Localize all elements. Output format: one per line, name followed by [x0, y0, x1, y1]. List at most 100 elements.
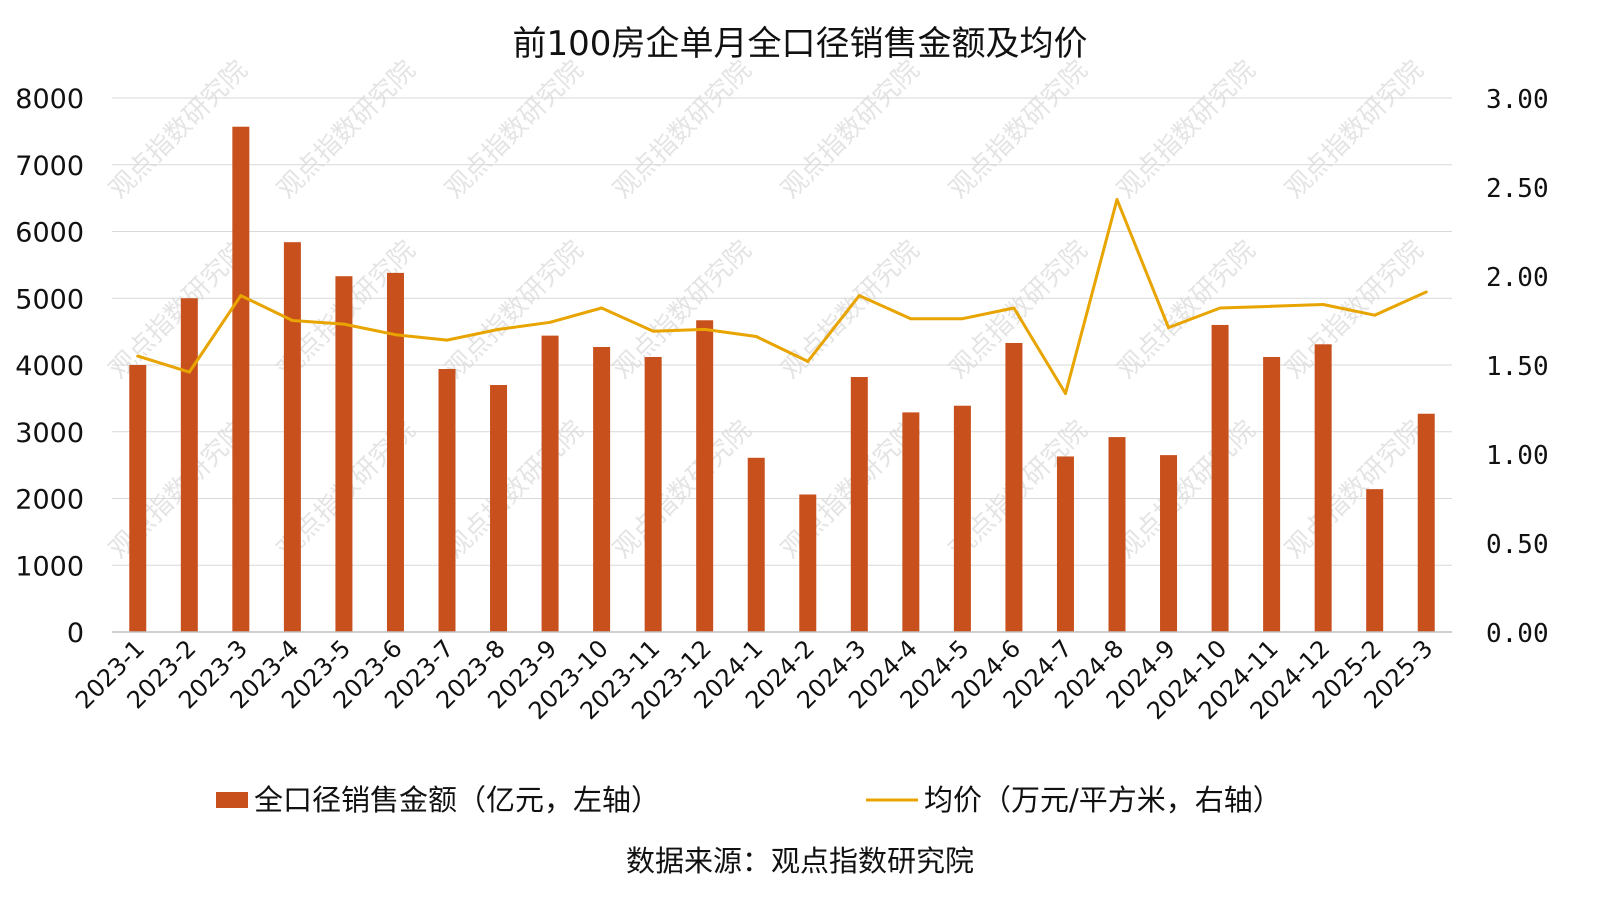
watermark-text: 观点指数研究院 — [608, 415, 758, 565]
bar-2023-1 — [129, 365, 147, 632]
avg-price-point-2024-5 — [960, 317, 964, 321]
gridlines — [112, 97, 1452, 566]
bar-2024-12 — [1314, 344, 1332, 632]
watermark-text: 观点指数研究院 — [104, 55, 254, 205]
avg-price-point-2024-4 — [909, 317, 913, 321]
bar-2023-4 — [283, 242, 301, 632]
bar-2023-12 — [696, 320, 714, 632]
bar-2023-2 — [180, 298, 198, 632]
bar-2023-6 — [386, 272, 404, 632]
left-tick-label: 0 — [67, 618, 84, 649]
bar-2024-6 — [1005, 342, 1023, 632]
avg-price-point-2023-2 — [187, 370, 191, 374]
source-note: 数据来源：观点指数研究院 — [626, 844, 974, 878]
bar-2023-8 — [490, 385, 508, 632]
avg-price-point-2025-3 — [1424, 290, 1428, 294]
left-tick-label: 4000 — [15, 351, 84, 382]
watermark-text: 观点指数研究院 — [776, 55, 926, 205]
avg-price-point-2023-10 — [600, 306, 604, 310]
left-tick-label: 6000 — [15, 218, 84, 249]
watermark-text: 观点指数研究院 — [440, 55, 590, 205]
bar-2023-10 — [593, 346, 611, 632]
bar-2024-5 — [953, 405, 971, 632]
bar-2024-2 — [799, 494, 817, 632]
watermark-text: 观点指数研究院 — [776, 235, 926, 385]
avg-price-point-2024-9 — [1167, 326, 1171, 330]
avg-price-point-2024-10 — [1218, 306, 1222, 310]
watermark-text: 观点指数研究院 — [1112, 55, 1262, 205]
line-series — [136, 197, 1428, 395]
right-tick-label: 2.00 — [1486, 263, 1549, 293]
legend: 全口径销售金额（亿元，左轴） 均价（万元/平方米，右轴） — [216, 783, 1282, 817]
watermark-text: 观点指数研究院 — [608, 55, 758, 205]
avg-price-point-2023-5 — [342, 322, 346, 326]
watermark-text: 观点指数研究院 — [1280, 415, 1430, 565]
x-axis-ticks: 2023-12023-22023-32023-42023-52023-62023… — [70, 634, 1438, 725]
avg-price-point-2024-6 — [1012, 306, 1016, 310]
avg-price-point-2024-7 — [1063, 391, 1067, 395]
chart-title: 前100房企单月全口径销售金额及均价 — [513, 24, 1088, 64]
avg-price-point-2023-12 — [703, 327, 707, 331]
watermark-text: 观点指数研究院 — [1112, 235, 1262, 385]
bar-2024-4 — [902, 412, 920, 632]
left-tick-label: 5000 — [15, 284, 84, 315]
avg-price-point-2024-11 — [1270, 304, 1274, 308]
legend-bar-label: 全口径销售金额（亿元，左轴） — [254, 783, 660, 817]
right-tick-label: 0.00 — [1486, 619, 1549, 649]
left-tick-label: 7000 — [15, 151, 84, 182]
right-tick-label: 0.50 — [1486, 530, 1549, 560]
left-tick-label: 3000 — [15, 418, 84, 449]
legend-line-label: 均价（万元/平方米，右轴） — [924, 783, 1282, 817]
watermark-text: 观点指数研究院 — [272, 55, 422, 205]
left-tick-label: 1000 — [15, 551, 84, 582]
avg-price-point-2023-4 — [290, 319, 294, 322]
right-tick-label: 1.00 — [1486, 441, 1549, 471]
right-tick-label: 3.00 — [1486, 85, 1549, 115]
avg-price-point-2023-1 — [136, 354, 140, 358]
bar-2024-3 — [850, 377, 868, 632]
bar-2023-7 — [438, 369, 456, 632]
bar-2023-3 — [232, 126, 250, 632]
left-tick-label: 2000 — [15, 485, 84, 516]
bar-2024-7 — [1056, 456, 1074, 632]
bar-2025-2 — [1366, 489, 1384, 632]
left-axis-ticks: 0 1000 2000 3000 4000 5000 6000 7000 8000 — [15, 84, 84, 649]
avg-price-point-2023-6 — [393, 333, 397, 337]
bar-2024-1 — [747, 457, 765, 632]
bar-2023-9 — [541, 335, 559, 632]
bar-2024-8 — [1108, 437, 1126, 632]
avg-price-point-2025-2 — [1373, 313, 1377, 317]
bar-2025-3 — [1417, 413, 1435, 632]
bar-series — [129, 126, 1435, 632]
bar-2023-11 — [644, 356, 662, 632]
avg-price-point-2023-7 — [445, 338, 449, 342]
avg-price-point-2024-8 — [1115, 197, 1119, 201]
avg-price-point-2023-8 — [497, 327, 501, 331]
bar-2023-5 — [335, 276, 353, 632]
watermark-text: 观点指数研究院 — [944, 55, 1094, 205]
avg-price-point-2024-3 — [857, 294, 861, 298]
watermark-text: 观点指数研究院 — [440, 415, 590, 565]
right-tick-label: 1.50 — [1486, 352, 1549, 382]
right-tick-label: 2.50 — [1486, 174, 1549, 204]
watermark-text: 观点指数研究院 — [1112, 415, 1262, 565]
watermark-text: 观点指数研究院 — [1280, 55, 1430, 205]
bar-2024-9 — [1160, 455, 1178, 632]
left-tick-label: 8000 — [15, 84, 84, 115]
avg-price-point-2023-3 — [239, 294, 243, 298]
watermark-text: 观点指数研究院 — [440, 235, 590, 385]
right-axis-ticks: 0.00 0.50 1.00 1.50 2.00 2.50 3.00 — [1486, 85, 1549, 649]
watermark-text: 观点指数研究院 — [608, 235, 758, 385]
watermark-text: 观点指数研究院 — [104, 415, 254, 565]
bar-2024-10 — [1211, 324, 1229, 632]
avg-price-point-2024-1 — [754, 335, 758, 339]
legend-bar-swatch — [216, 792, 248, 808]
bar-2024-11 — [1263, 356, 1281, 632]
avg-price-point-2023-9 — [548, 320, 552, 324]
avg-price-point-2023-11 — [651, 329, 655, 333]
avg-price-line — [137, 198, 1427, 395]
avg-price-point-2024-12 — [1321, 302, 1325, 306]
watermark-layer: 观点指数研究院 观点指数研究院 观点指数研究院 观点指数研究院 观点指数研究院 观点指数研… — [104, 55, 1430, 565]
avg-price-point-2024-2 — [806, 359, 810, 363]
